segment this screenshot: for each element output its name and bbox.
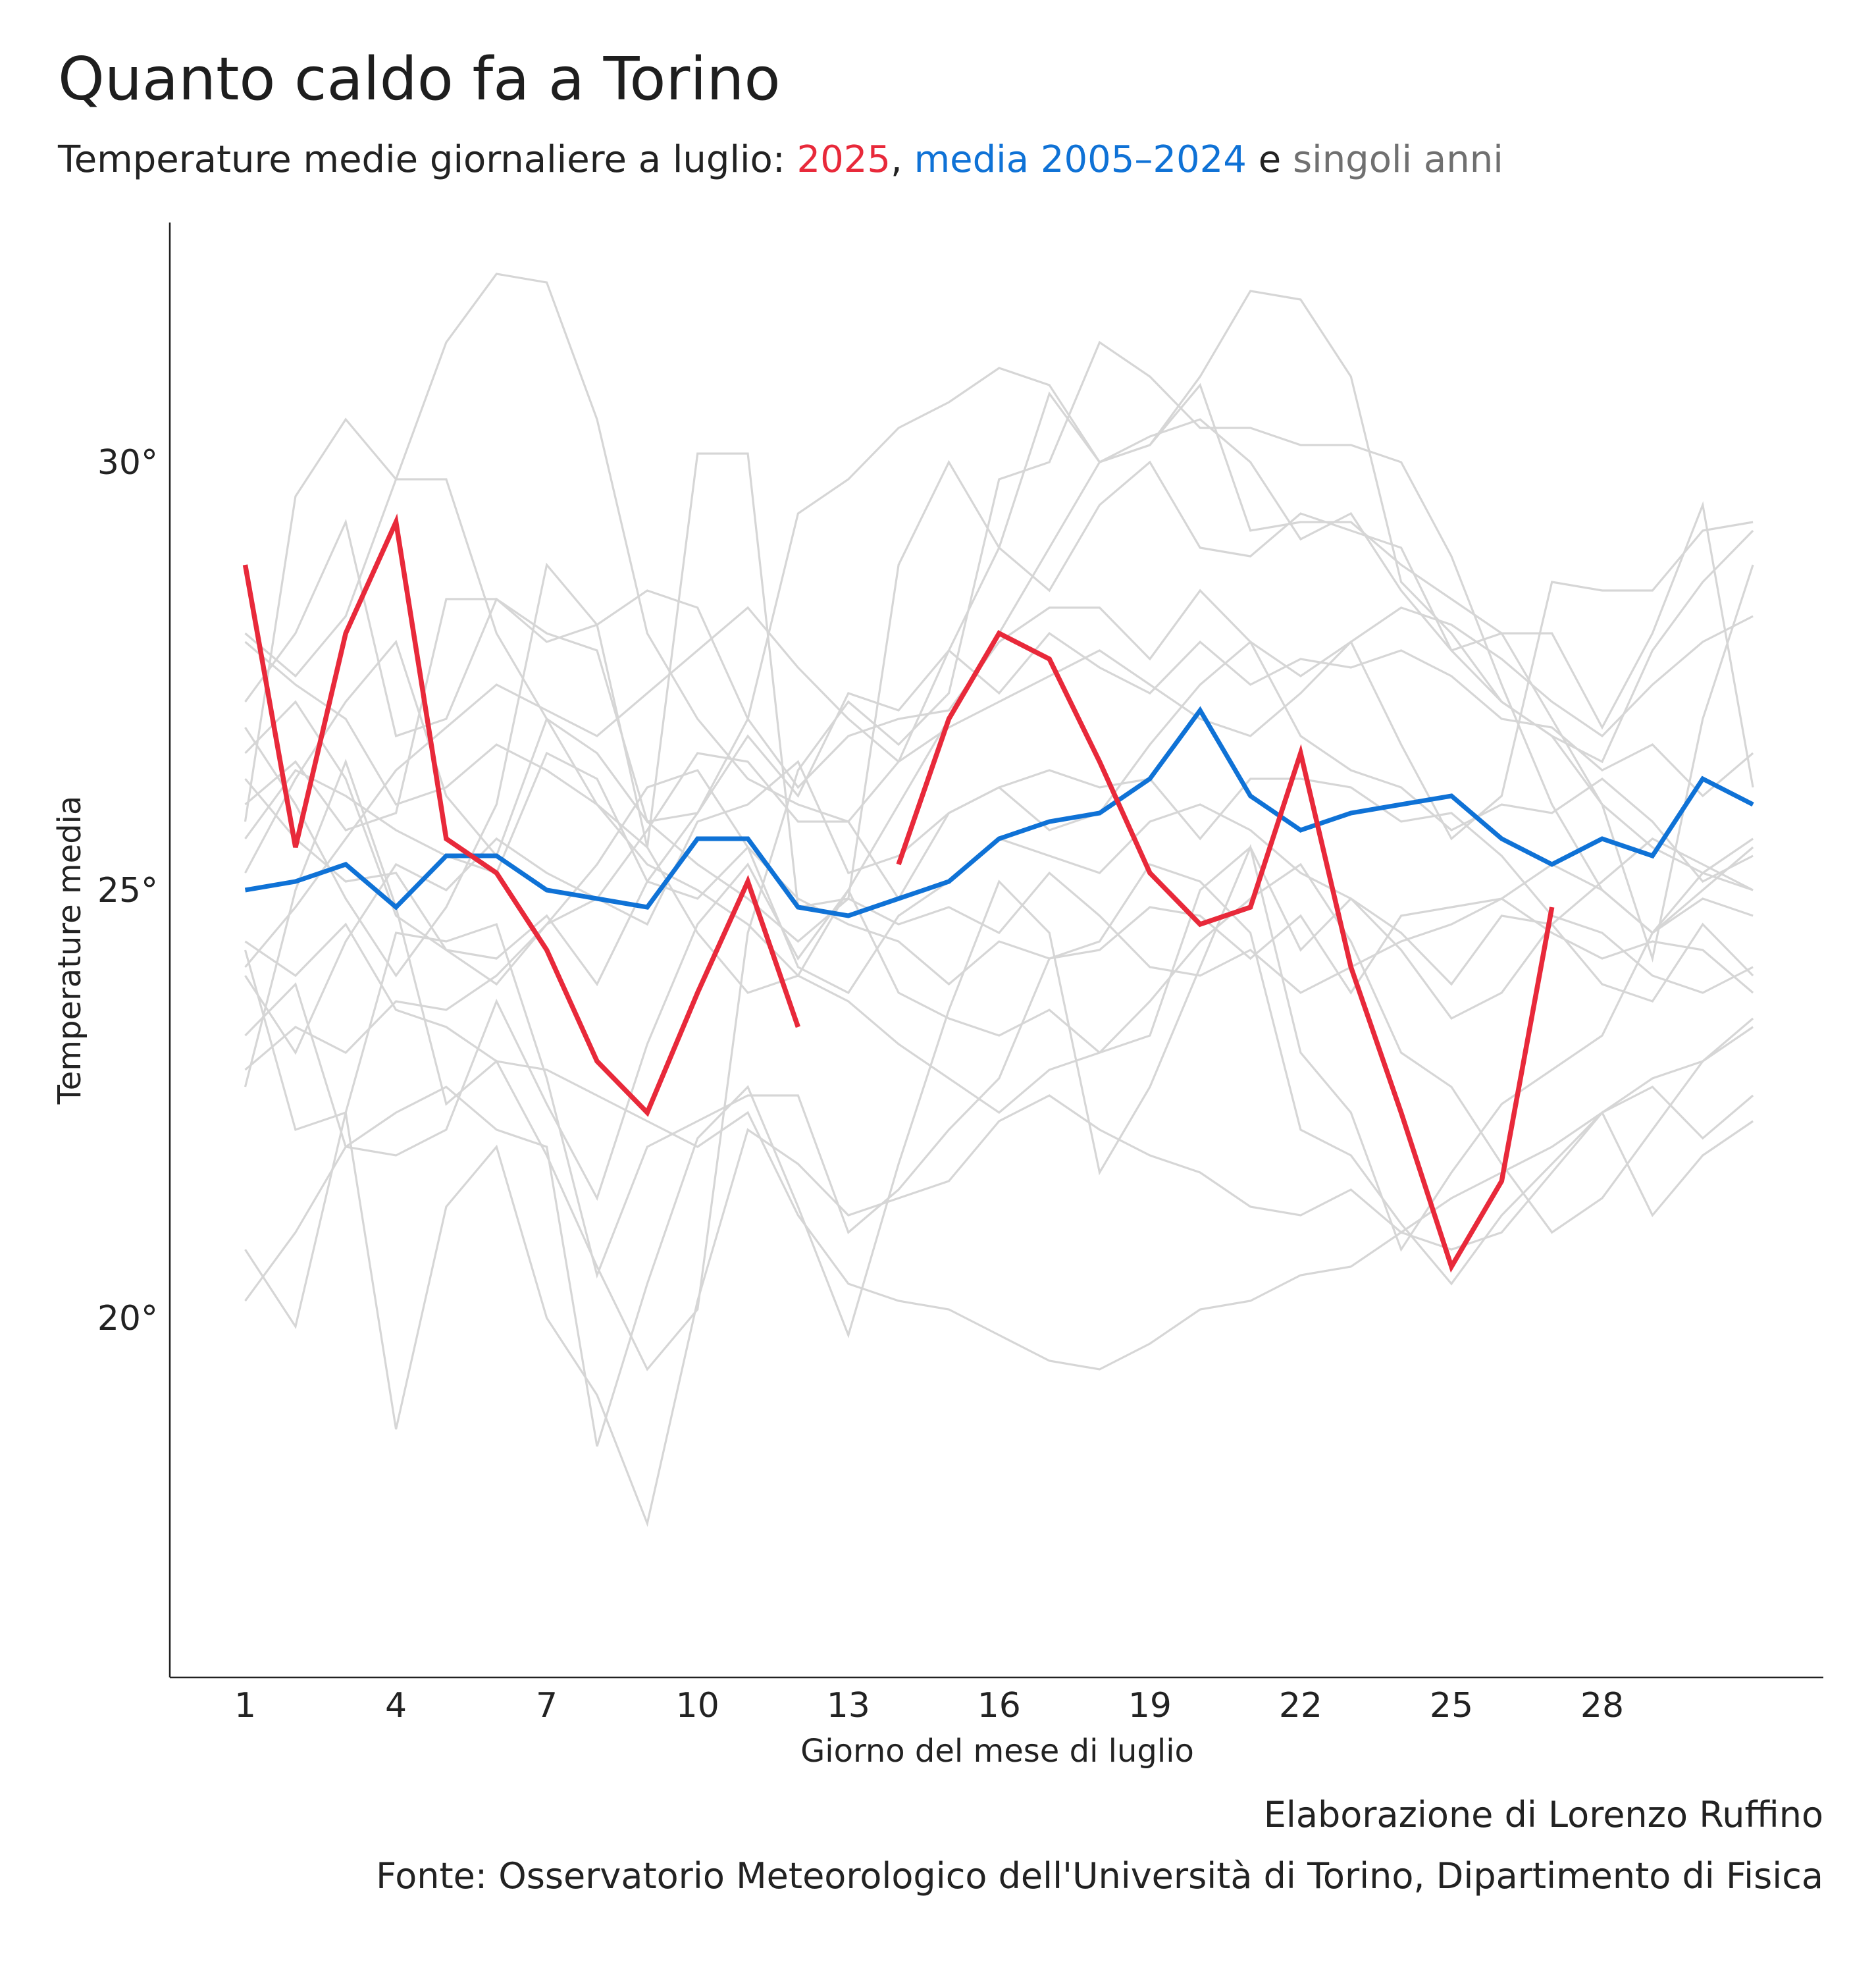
subtitle-single-years: singoli anni <box>1292 138 1503 181</box>
background-year-line-8 <box>244 843 1754 1447</box>
chart-subtitle: Temperature medie giornaliere a luglio: … <box>58 138 1503 181</box>
x-tick-label: 7 <box>536 1686 558 1725</box>
year-2025-line <box>242 514 1555 1273</box>
x-tick-label: 1 <box>234 1686 256 1725</box>
x-tick-label: 13 <box>827 1686 870 1725</box>
background-series-group <box>244 273 1754 1527</box>
subtitle-conjunction: e <box>1246 138 1293 181</box>
background-year-line-5 <box>244 452 1754 908</box>
background-year-line-19 <box>244 606 1754 968</box>
mean-series-group <box>244 706 1754 918</box>
x-axis-title: Giorno del mese di luglio <box>800 1733 1194 1770</box>
x-tick-label: 4 <box>385 1686 407 1725</box>
background-year-line-12 <box>244 752 1754 1071</box>
highlight-series-group <box>242 514 1555 1273</box>
x-tick-label: 28 <box>1580 1686 1624 1725</box>
background-year-line-11 <box>244 845 1754 1201</box>
background-year-line-10 <box>244 863 1754 1330</box>
subtitle-year-2025: 2025 <box>796 138 891 181</box>
x-tick-label: 25 <box>1430 1686 1473 1725</box>
x-tick-label: 10 <box>676 1686 719 1725</box>
caption-author: Elaborazione di Lorenzo Ruffino <box>1263 1794 1823 1835</box>
x-tick-label: 16 <box>977 1686 1021 1725</box>
background-year-line-16 <box>244 641 1754 1234</box>
background-year-line-13 <box>244 631 1754 884</box>
subtitle-prefix: Temperature medie giornaliere a luglio: <box>58 138 797 181</box>
y-tick-label: 25° <box>97 871 158 910</box>
subtitle-separator: , <box>891 138 914 181</box>
x-tick-labels: 1 4 7 10 13 16 19 22 25 28 <box>234 1686 1624 1725</box>
chart-title: Quanto caldo fa a Torino <box>58 45 781 114</box>
subtitle-mean: media 2005–2024 <box>914 138 1247 181</box>
x-tick-label: 19 <box>1128 1686 1172 1725</box>
background-year-line-6 <box>244 521 1754 978</box>
y-tick-labels: 20° 25° 30° <box>97 443 158 1338</box>
background-year-line-7 <box>244 922 1754 1371</box>
x-tick-label: 22 <box>1279 1686 1322 1725</box>
background-year-line-9 <box>244 949 1754 1527</box>
mean-line <box>244 706 1754 918</box>
background-year-line-15 <box>244 640 1754 1055</box>
background-year-line-4 <box>244 367 1754 963</box>
caption-source: Fonte: Osservatorio Meteorologico dell'U… <box>376 1855 1823 1897</box>
y-tick-label: 30° <box>97 443 158 483</box>
y-axis-title: Temperature media <box>51 796 88 1105</box>
background-year-line-18 <box>244 769 1754 1020</box>
y-tick-label: 20° <box>97 1299 158 1338</box>
